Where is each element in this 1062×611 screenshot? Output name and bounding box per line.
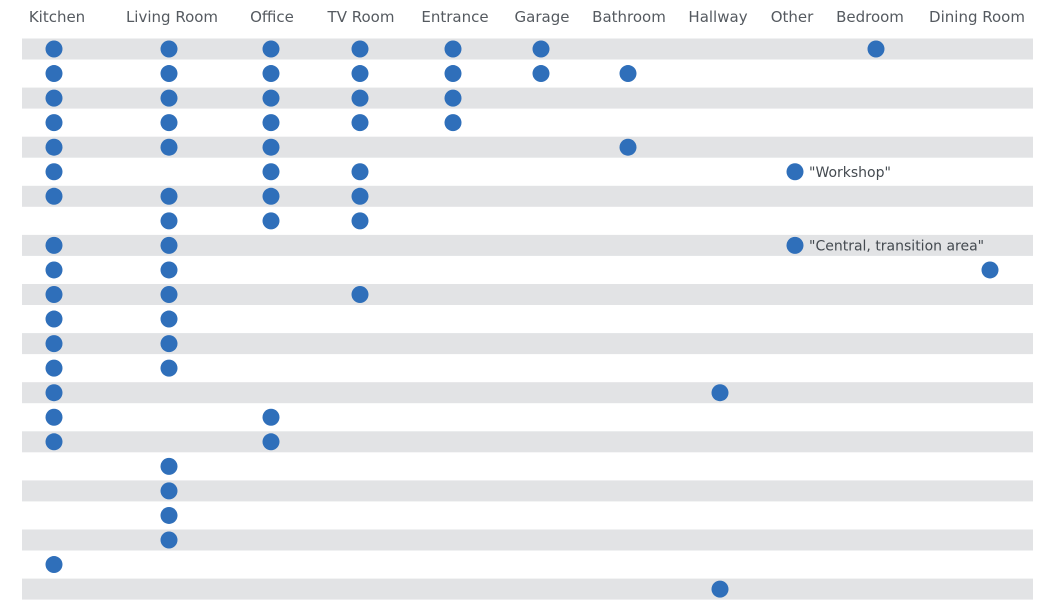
data-point-kitchen-row-4 xyxy=(45,114,63,132)
column-header-office: Office xyxy=(250,8,294,26)
data-point-kitchen-row-14 xyxy=(45,359,63,377)
data-point-office-row-7 xyxy=(262,187,280,205)
data-point-other-row-6 xyxy=(786,163,804,181)
annotations: "Workshop" "Central, transition area" xyxy=(809,165,984,255)
row-band-15 xyxy=(22,382,1033,404)
data-point-bathroom-row-2 xyxy=(619,65,637,83)
data-point-office-row-2 xyxy=(262,65,280,83)
data-point-dining-room-row-10 xyxy=(981,261,999,279)
data-point-garage-row-2 xyxy=(532,65,550,83)
column-header-dining-room: Dining Room xyxy=(929,8,1025,26)
column-header-tv-room: TV Room xyxy=(327,8,395,26)
data-point-living-room-row-19 xyxy=(160,482,178,500)
data-point-kitchen-row-7 xyxy=(45,187,63,205)
row-band-17 xyxy=(22,431,1033,453)
data-point-office-row-3 xyxy=(262,89,280,107)
data-point-office-row-4 xyxy=(262,114,280,132)
data-point-entrance-row-3 xyxy=(444,89,462,107)
data-point-entrance-row-2 xyxy=(444,65,462,83)
data-point-tv-room-row-4 xyxy=(351,114,369,132)
data-point-living-room-row-5 xyxy=(160,138,178,156)
data-point-living-room-row-12 xyxy=(160,310,178,328)
row-band-9 xyxy=(22,234,1033,256)
column-header-bedroom: Bedroom xyxy=(836,8,904,26)
row-band-13 xyxy=(22,333,1033,355)
data-point-entrance-row-1 xyxy=(444,40,462,58)
data-point-kitchen-row-16 xyxy=(45,408,63,426)
data-point-living-room-row-21 xyxy=(160,531,178,549)
data-point-living-room-row-2 xyxy=(160,65,178,83)
data-point-office-row-6 xyxy=(262,163,280,181)
data-point-tv-room-row-1 xyxy=(351,40,369,58)
row-band-23 xyxy=(22,578,1033,600)
data-point-entrance-row-4 xyxy=(444,114,462,132)
data-point-living-room-row-20 xyxy=(160,506,178,524)
data-points xyxy=(45,40,999,598)
data-point-kitchen-row-2 xyxy=(45,65,63,83)
column-header-garage: Garage xyxy=(515,8,570,26)
row-band-21 xyxy=(22,529,1033,551)
data-point-office-row-8 xyxy=(262,212,280,230)
column-header-other: Other xyxy=(771,8,814,26)
data-point-other-row-9 xyxy=(786,236,804,254)
row-band-11 xyxy=(22,284,1033,305)
data-point-kitchen-row-15 xyxy=(45,384,63,402)
column-header-hallway: Hallway xyxy=(688,8,747,26)
data-point-living-room-row-18 xyxy=(160,457,178,475)
data-point-kitchen-row-17 xyxy=(45,433,63,451)
column-header-entrance: Entrance xyxy=(421,8,488,26)
data-point-hallway-row-15 xyxy=(711,384,729,402)
data-point-tv-room-row-2 xyxy=(351,65,369,83)
data-point-living-room-row-7 xyxy=(160,187,178,205)
data-point-kitchen-row-10 xyxy=(45,261,63,279)
data-point-tv-room-row-7 xyxy=(351,187,369,205)
data-point-living-room-row-1 xyxy=(160,40,178,58)
data-point-living-room-row-8 xyxy=(160,212,178,230)
data-point-tv-room-row-3 xyxy=(351,89,369,107)
data-point-kitchen-row-1 xyxy=(45,40,63,58)
data-point-office-row-17 xyxy=(262,433,280,451)
data-point-kitchen-row-9 xyxy=(45,236,63,254)
column-header-living-room: Living Room xyxy=(126,8,218,26)
data-point-office-row-1 xyxy=(262,40,280,58)
data-point-tv-room-row-6 xyxy=(351,163,369,181)
data-point-living-room-row-10 xyxy=(160,261,178,279)
data-point-living-room-row-13 xyxy=(160,335,178,353)
data-point-living-room-row-4 xyxy=(160,114,178,132)
row-band-19 xyxy=(22,480,1033,502)
data-point-bedroom-row-1 xyxy=(867,40,885,58)
data-point-kitchen-row-6 xyxy=(45,163,63,181)
data-point-living-room-row-3 xyxy=(160,89,178,107)
data-point-kitchen-row-3 xyxy=(45,89,63,107)
data-point-kitchen-row-13 xyxy=(45,335,63,353)
data-point-bathroom-row-5 xyxy=(619,138,637,156)
data-point-living-room-row-9 xyxy=(160,236,178,254)
column-header-bathroom: Bathroom xyxy=(592,8,666,26)
data-point-living-room-row-11 xyxy=(160,286,178,303)
column-headers: Kitchen Living Room Office TV Room Entrance G… xyxy=(29,8,1025,26)
data-point-kitchen-row-11 xyxy=(45,286,63,303)
column-header-kitchen: Kitchen xyxy=(29,8,85,26)
data-point-tv-room-row-11 xyxy=(351,286,369,303)
annotation-label: "Central, transition area" xyxy=(809,238,984,254)
annotation-label: "Workshop" xyxy=(809,165,891,181)
data-point-hallway-row-23 xyxy=(711,580,729,598)
data-point-kitchen-row-22 xyxy=(45,556,63,574)
data-point-living-room-row-14 xyxy=(160,359,178,377)
data-point-office-row-16 xyxy=(262,408,280,426)
data-point-garage-row-1 xyxy=(532,40,550,58)
data-point-tv-room-row-8 xyxy=(351,212,369,230)
data-point-kitchen-row-5 xyxy=(45,138,63,156)
data-point-kitchen-row-12 xyxy=(45,310,63,328)
data-point-office-row-5 xyxy=(262,138,280,156)
